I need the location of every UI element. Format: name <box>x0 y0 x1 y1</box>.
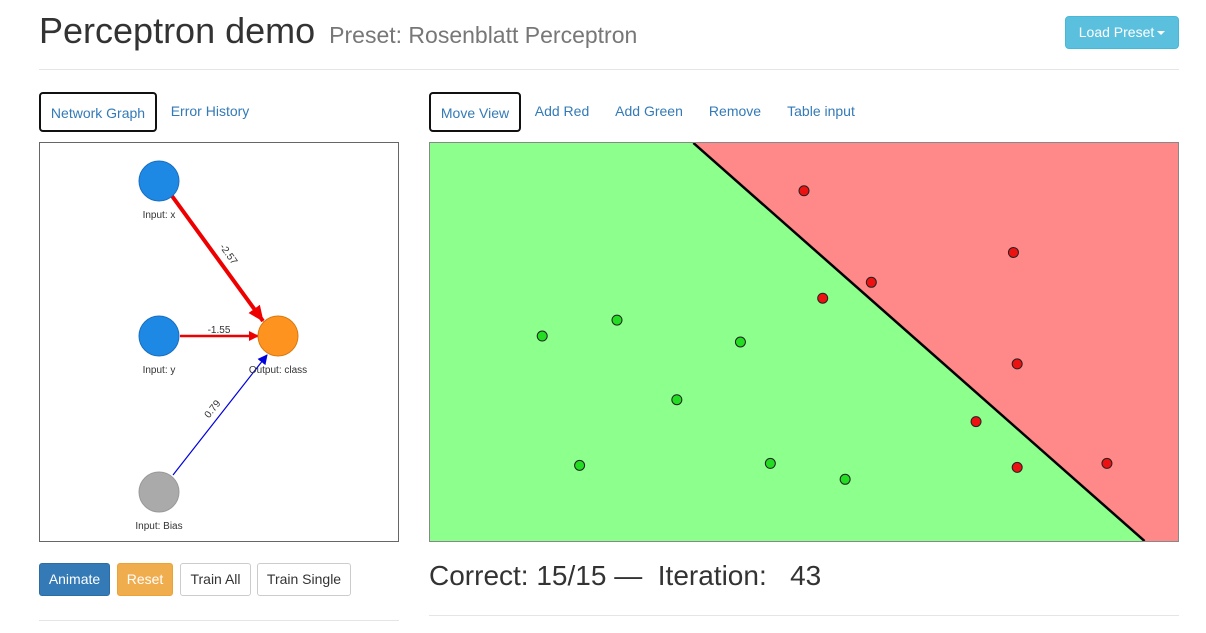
tab-network-graph[interactable]: Network Graph <box>39 92 157 132</box>
red-class-region <box>693 143 1178 541</box>
output-label: Output: class <box>249 365 307 376</box>
decision-boundary-line <box>692 143 1146 541</box>
page-header: Perceptron demo Preset: Rosenblatt Perce… <box>39 8 1179 70</box>
tab-remove[interactable]: Remove <box>700 92 770 132</box>
tab-move-view[interactable]: Move View <box>429 92 521 132</box>
input-bias-node[interactable] <box>138 471 180 513</box>
iteration-label: Iteration: <box>657 560 767 591</box>
network-graph-panel[interactable]: -2.57 -1.55 0.79 Input: x Input: y Input… <box>39 142 399 542</box>
red-point[interactable] <box>1101 457 1113 469</box>
edge-x-to-output <box>170 194 265 323</box>
stats-separator: — <box>614 560 643 591</box>
red-point[interactable] <box>865 276 877 288</box>
data-points <box>536 185 1113 485</box>
input-x-node[interactable] <box>138 160 180 202</box>
tab-add-red[interactable]: Add Red <box>527 92 597 132</box>
train-all-label: Train All <box>190 571 241 587</box>
tab-remove-label: Remove <box>708 103 762 119</box>
train-single-button[interactable]: Train Single <box>257 563 351 596</box>
red-point[interactable] <box>817 292 829 304</box>
input-bias-label: Input: Bias <box>135 521 182 532</box>
right-divider <box>429 615 1179 616</box>
tab-add-green-label: Add Green <box>615 103 683 119</box>
red-point[interactable] <box>1011 461 1023 473</box>
iteration-value: 43 <box>790 560 822 591</box>
tab-add-green[interactable]: Add Green <box>605 92 693 132</box>
load-preset-label: Load Preset <box>1078 24 1155 40</box>
decision-plot-panel[interactable] <box>429 142 1179 542</box>
preset-subtitle: Preset: Rosenblatt Perceptron <box>329 22 638 48</box>
correct-value: 15/15 <box>536 560 607 591</box>
green-point[interactable] <box>536 330 548 342</box>
train-single-label: Train Single <box>266 571 342 587</box>
input-x-label: Input: x <box>143 210 176 221</box>
red-point[interactable] <box>1011 358 1023 370</box>
red-point[interactable] <box>798 185 810 197</box>
edge-bias-to-output <box>172 354 268 476</box>
tab-table-input-label: Table input <box>787 103 855 119</box>
green-point[interactable] <box>734 336 746 348</box>
training-stats: Correct: 15/15 — Iteration: 43 <box>429 560 821 592</box>
network-graph: -2.57 -1.55 0.79 Input: x Input: y Input… <box>135 160 307 532</box>
load-preset-button[interactable]: Load Preset <box>1065 16 1179 49</box>
animate-label: Animate <box>48 571 101 587</box>
reset-label: Reset <box>126 571 164 587</box>
weight-bias-label: 0.79 <box>203 398 224 420</box>
correct-label: Correct: <box>429 560 529 591</box>
green-class-region <box>430 143 1145 541</box>
left-divider <box>39 620 399 621</box>
red-point[interactable] <box>1007 246 1019 258</box>
reset-button[interactable]: Reset <box>117 563 173 596</box>
train-all-button[interactable]: Train All <box>180 563 251 596</box>
tab-error-history-label: Error History <box>170 103 250 119</box>
green-point[interactable] <box>764 457 776 469</box>
weight-y-label: -1.55 <box>208 325 231 336</box>
green-point[interactable] <box>839 473 851 485</box>
green-point[interactable] <box>611 314 623 326</box>
green-point[interactable] <box>671 394 683 406</box>
tab-network-graph-label: Network Graph <box>50 105 146 121</box>
decision-plot[interactable] <box>430 143 1178 541</box>
tab-table-input[interactable]: Table input <box>778 92 864 132</box>
input-y-node[interactable] <box>138 315 180 357</box>
tab-add-red-label: Add Red <box>534 103 590 119</box>
green-point[interactable] <box>574 459 586 471</box>
tab-move-view-label: Move View <box>440 105 510 121</box>
caret-down-icon <box>1157 31 1166 36</box>
page-title: Perceptron demo Preset: Rosenblatt Perce… <box>39 10 637 52</box>
input-y-label: Input: y <box>143 365 176 376</box>
tab-error-history[interactable]: Error History <box>163 92 257 132</box>
red-point[interactable] <box>970 416 982 428</box>
app-title: Perceptron demo <box>39 10 316 51</box>
output-node[interactable] <box>257 315 299 357</box>
animate-button[interactable]: Animate <box>39 563 110 596</box>
